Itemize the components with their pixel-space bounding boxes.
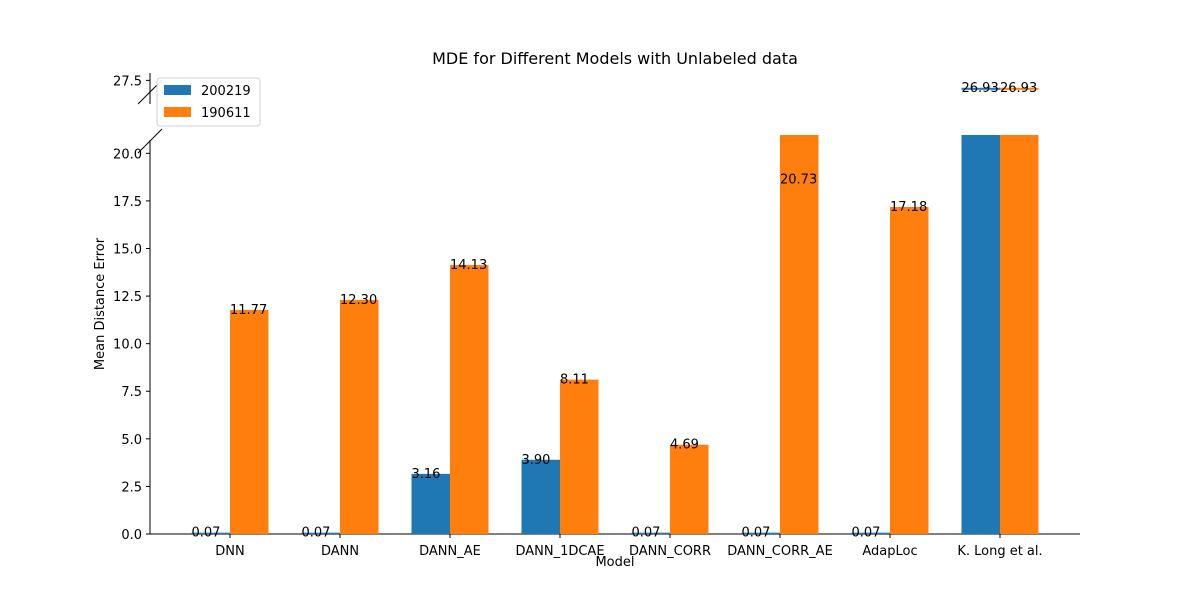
bar bbox=[631, 532, 670, 534]
bar-value-label: 20.73 bbox=[780, 172, 817, 187]
ticks: 0.0 2.5 5.0 7.5 10.0 12.5 15.0 17.5 20.0 27.5 DNN D… bbox=[113, 74, 1043, 559]
bar bbox=[780, 135, 819, 534]
legend-label: 190611 bbox=[201, 106, 251, 121]
bar-top-segment bbox=[780, 179, 819, 182]
y-tick-label: 5.0 bbox=[121, 433, 142, 448]
y-tick-label: 7.5 bbox=[121, 385, 142, 400]
y-tick-label: 17.5 bbox=[113, 195, 142, 210]
y-tick-label: 10.0 bbox=[113, 338, 142, 353]
bar bbox=[301, 532, 340, 534]
x-tick-label: DANN_AE bbox=[419, 544, 481, 559]
bar-value-label: 12.30 bbox=[340, 293, 377, 308]
bar-value-label: 0.07 bbox=[302, 526, 331, 541]
bar bbox=[851, 532, 890, 534]
bar-value-label: 0.07 bbox=[632, 526, 661, 541]
value-labels: 0.07 0.07 3.16 3.90 0.07 0.07 0.07 26.93 11.77 12… bbox=[192, 81, 1038, 541]
bar bbox=[411, 473, 450, 534]
axes bbox=[137, 73, 1080, 535]
y-tick-label: 27.5 bbox=[113, 74, 142, 89]
x-tick-label: DANN bbox=[321, 544, 359, 559]
x-tick-label: DNN bbox=[215, 544, 244, 559]
bar bbox=[450, 265, 489, 534]
bar-value-label: 0.07 bbox=[192, 526, 221, 541]
x-tick-label: DANN_1DCAE bbox=[515, 544, 604, 559]
y-tick-label: 20.0 bbox=[113, 147, 142, 162]
bar-value-label: 8.11 bbox=[560, 373, 589, 388]
bar bbox=[961, 135, 1000, 534]
bar bbox=[191, 532, 230, 534]
bar-value-label: 26.93 bbox=[962, 81, 999, 96]
bar bbox=[230, 309, 269, 534]
legend-swatch bbox=[164, 107, 191, 117]
y-tick-label: 15.0 bbox=[113, 242, 142, 257]
bar-value-label: 3.16 bbox=[412, 467, 441, 482]
bar-top-segment bbox=[961, 87, 1000, 90]
y-tick-label: 2.5 bbox=[121, 480, 142, 495]
legend-label: 200219 bbox=[201, 84, 251, 99]
bar bbox=[670, 444, 709, 534]
bar-value-label: 11.77 bbox=[230, 303, 267, 318]
legend-swatch bbox=[164, 85, 191, 95]
bars bbox=[191, 87, 1039, 535]
x-axis-label: Model bbox=[595, 555, 634, 570]
legend: 200219 190611 bbox=[156, 77, 261, 127]
bar bbox=[521, 459, 560, 534]
bar-value-label: 26.93 bbox=[1000, 81, 1037, 96]
bar bbox=[741, 532, 780, 534]
bar-value-label: 17.18 bbox=[890, 200, 927, 215]
bar-value-label: 3.90 bbox=[522, 453, 551, 468]
bar bbox=[560, 379, 599, 534]
x-tick-label: DANN_CORR bbox=[629, 544, 711, 559]
x-tick-label: DANN_CORR_AE bbox=[727, 544, 833, 559]
x-tick-label: K. Long et al. bbox=[957, 544, 1042, 559]
y-tick-label: 0.0 bbox=[121, 528, 142, 543]
bar bbox=[1000, 135, 1039, 534]
bar-top-segment bbox=[1000, 87, 1039, 90]
x-tick-label: AdapLoc bbox=[862, 544, 917, 559]
y-tick-label: 12.5 bbox=[113, 290, 142, 305]
bar-value-label: 0.07 bbox=[742, 526, 771, 541]
chart-title: MDE for Different Models with Unlabeled … bbox=[432, 49, 798, 68]
bar bbox=[890, 206, 929, 535]
bar-value-label: 14.13 bbox=[450, 258, 487, 273]
y-axis-label: Mean Distance Error bbox=[93, 237, 108, 370]
bar-value-label: 4.69 bbox=[670, 438, 699, 453]
bar bbox=[340, 299, 379, 534]
bar-value-label: 0.07 bbox=[852, 526, 881, 541]
axis-break-mark-lower bbox=[137, 128, 163, 154]
